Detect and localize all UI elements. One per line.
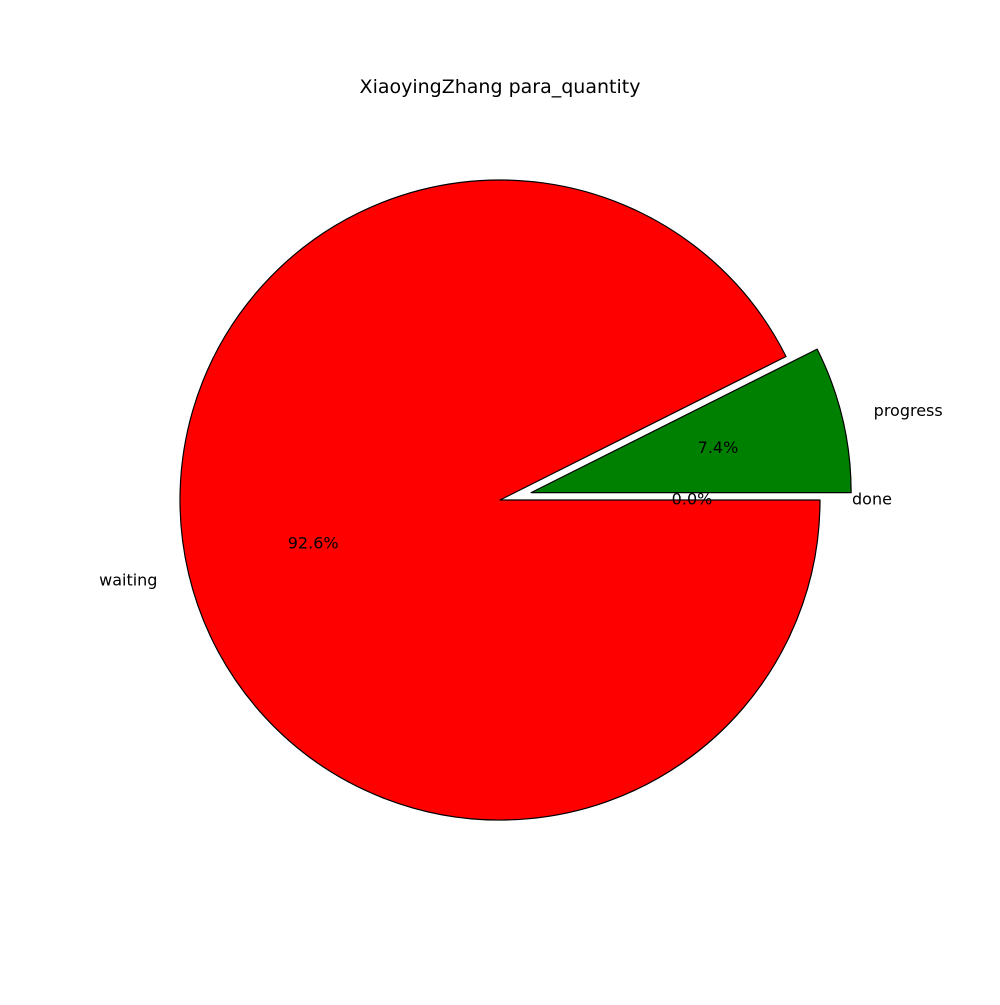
slice-percent-waiting: 92.6% bbox=[288, 534, 339, 553]
pie-slice-progress bbox=[530, 348, 852, 494]
slice-percent-done: 0.0% bbox=[672, 490, 713, 509]
slice-percent-progress: 7.4% bbox=[698, 438, 739, 457]
pie-labels: done 0.0% progress 7.4% waiting 92.6% bbox=[99, 401, 943, 590]
slice-label-waiting: waiting bbox=[99, 571, 157, 590]
pie-wedges bbox=[179, 179, 852, 821]
slice-label-done: done bbox=[852, 490, 892, 509]
slice-label-progress: progress bbox=[874, 401, 943, 420]
pie-slice-waiting bbox=[179, 179, 821, 821]
chart-title: XiaoyingZhang para_quantity bbox=[360, 76, 641, 98]
